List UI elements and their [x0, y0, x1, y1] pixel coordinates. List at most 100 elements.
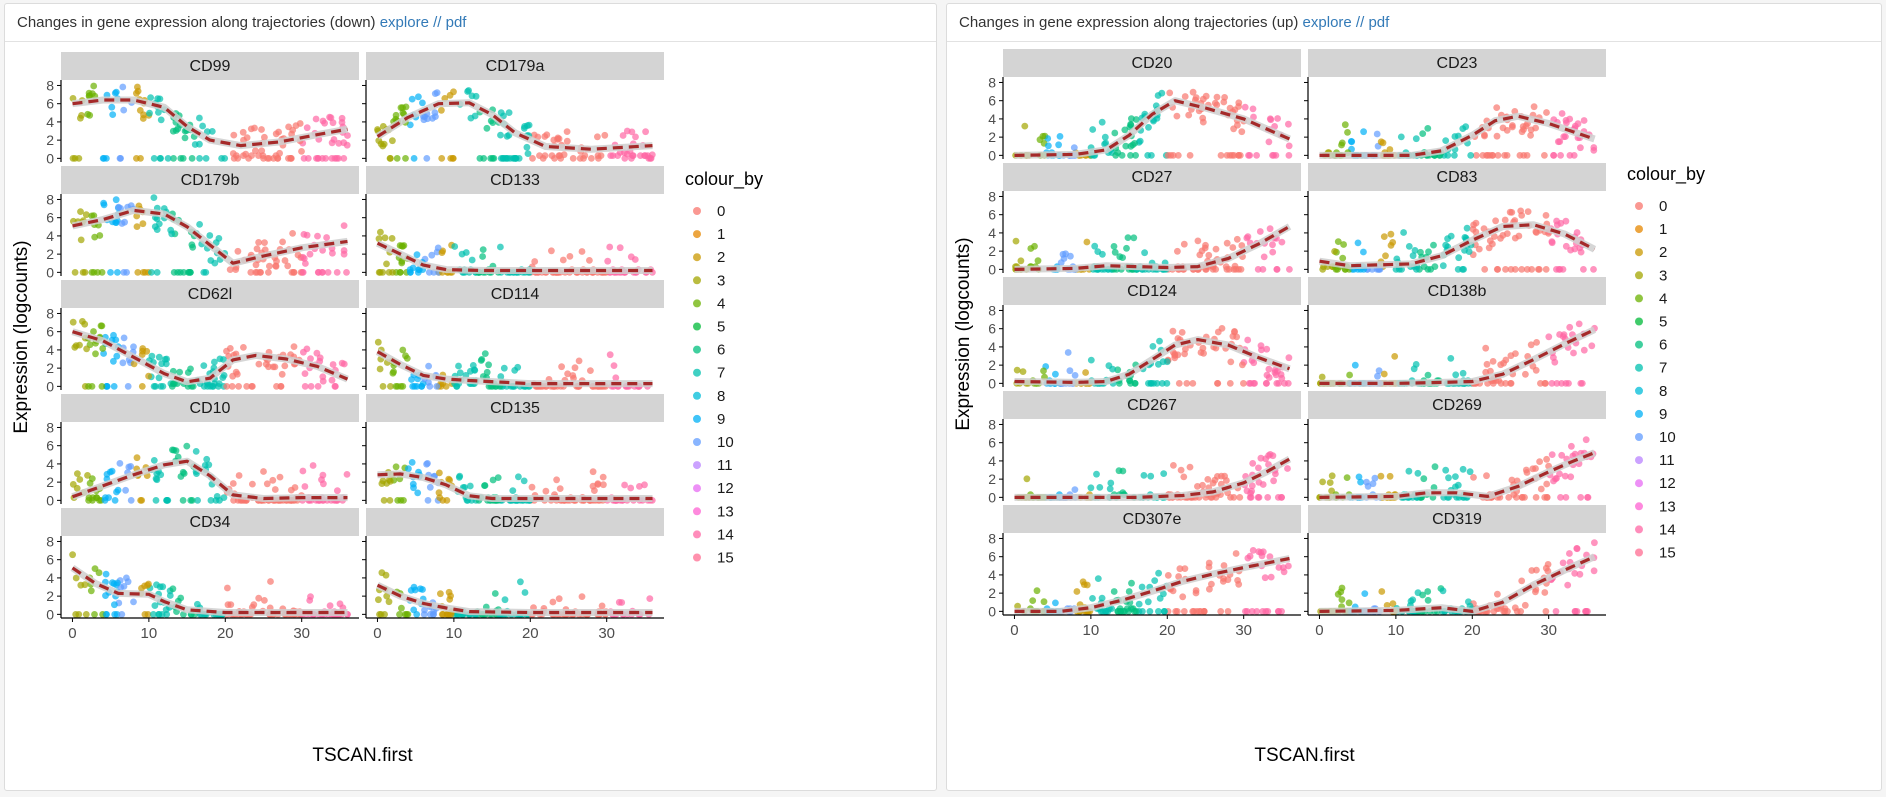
data-point — [110, 383, 118, 390]
data-point — [1267, 573, 1275, 581]
y-tick-label: 2 — [46, 132, 54, 148]
data-point — [1334, 238, 1342, 246]
data-point — [1571, 608, 1579, 615]
data-point — [1122, 142, 1130, 150]
data-point — [379, 383, 387, 390]
data-point — [1194, 237, 1202, 245]
pdf-link-left[interactable]: pdf — [445, 14, 467, 31]
data-point — [300, 155, 308, 162]
facet-strip — [1308, 49, 1606, 77]
data-point — [1420, 475, 1428, 483]
trend-line — [1014, 225, 1291, 271]
explore-link-left[interactable]: explore — [379, 14, 429, 31]
data-point — [1483, 472, 1490, 480]
data-point — [428, 251, 436, 259]
data-point — [180, 269, 188, 276]
data-point — [423, 460, 430, 468]
data-point — [1535, 266, 1542, 273]
data-point — [1273, 266, 1281, 273]
trend-line — [1014, 99, 1291, 157]
data-point — [479, 246, 487, 254]
data-point — [1405, 243, 1413, 250]
data-point — [328, 139, 336, 147]
data-point — [1485, 244, 1493, 252]
data-point — [320, 480, 327, 488]
data-point — [1347, 138, 1355, 145]
data-point — [1145, 124, 1152, 131]
y-tick-label: 0 — [46, 150, 54, 166]
pdf-link-right[interactable]: pdf — [1368, 14, 1390, 31]
y-tick-label: 4 — [988, 567, 996, 583]
data-point — [1419, 130, 1427, 137]
panel-right-header: Changes in gene expression along traject… — [947, 4, 1881, 42]
data-point — [426, 483, 434, 491]
data-point — [85, 494, 93, 501]
legend-key — [693, 322, 701, 331]
data-point — [122, 486, 129, 494]
legend-key — [693, 345, 701, 354]
data-point — [151, 602, 159, 609]
data-point — [1452, 473, 1459, 480]
data-point — [1580, 117, 1588, 124]
data-point — [480, 155, 488, 162]
data-point — [1363, 478, 1370, 486]
data-point — [133, 454, 141, 462]
data-point — [261, 239, 268, 247]
data-point — [455, 362, 462, 370]
data-point — [594, 481, 602, 488]
facet-title: CD179b — [181, 172, 240, 189]
data-point — [1562, 494, 1570, 501]
legend-key — [693, 438, 701, 446]
legend-label: 14 — [1659, 521, 1676, 538]
data-point — [403, 355, 411, 362]
data-point — [555, 595, 563, 603]
data-point — [1172, 608, 1180, 615]
y-tick-label: 4 — [988, 111, 996, 127]
panel-left-title: Changes in gene expression along traject… — [17, 14, 376, 31]
data-point — [1506, 208, 1514, 216]
data-point — [1273, 380, 1281, 387]
data-point — [139, 269, 147, 276]
data-point — [1536, 458, 1543, 465]
data-point — [234, 247, 242, 255]
legend-key — [1635, 502, 1643, 511]
facet-strip — [366, 280, 664, 308]
legend-label: 12 — [717, 480, 734, 497]
data-point — [1164, 572, 1172, 579]
explore-link-right[interactable]: explore — [1302, 14, 1352, 31]
data-point — [1378, 588, 1386, 595]
data-point — [109, 579, 116, 587]
data-point — [1131, 380, 1139, 387]
data-point — [386, 497, 394, 504]
data-point — [521, 589, 529, 596]
data-point — [1387, 230, 1395, 238]
data-point — [1196, 251, 1204, 259]
data-point — [114, 269, 121, 276]
data-point — [328, 376, 336, 384]
data-point — [433, 383, 441, 390]
data-point — [1507, 380, 1515, 387]
data-point — [1135, 600, 1143, 608]
data-point — [374, 126, 381, 133]
data-point — [1590, 266, 1597, 273]
data-point — [549, 598, 557, 606]
facet-title: CD34 — [190, 514, 231, 531]
data-point — [127, 497, 135, 504]
data-point — [1397, 133, 1405, 141]
data-point — [1222, 263, 1230, 270]
legend-key — [693, 484, 701, 493]
data-point — [1179, 593, 1187, 601]
data-point — [1351, 361, 1359, 369]
legend-key — [1635, 271, 1643, 280]
facet-strip — [366, 394, 664, 422]
data-point — [1386, 472, 1394, 480]
data-point — [641, 152, 648, 159]
data-point — [120, 334, 128, 342]
data-point — [1254, 494, 1262, 501]
data-point — [1192, 94, 1200, 102]
data-point — [641, 481, 648, 489]
data-point — [1360, 248, 1367, 256]
data-point — [1470, 474, 1477, 481]
data-point — [1040, 598, 1048, 606]
data-point — [1245, 152, 1252, 159]
